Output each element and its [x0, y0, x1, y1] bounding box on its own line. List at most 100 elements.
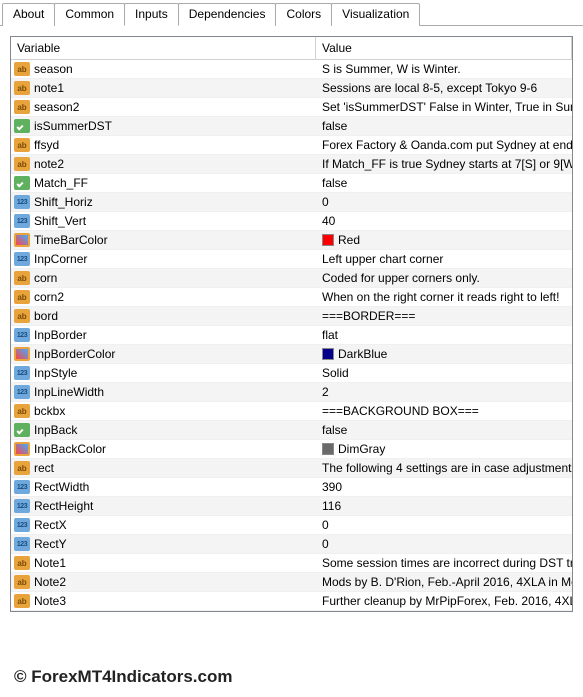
cell-value[interactable]: 390	[316, 480, 572, 494]
cell-variable[interactable]: RectX	[11, 518, 316, 532]
cell-value[interactable]: Coded for upper corners only.	[316, 271, 572, 285]
watermark: © ForexMT4Indicators.com	[14, 667, 232, 687]
cell-value[interactable]: false	[316, 423, 572, 437]
table-row[interactable]: note2If Match_FF is true Sydney starts a…	[11, 155, 572, 174]
cell-value[interactable]: Further cleanup by MrPipForex, Feb. 2016…	[316, 594, 572, 608]
cell-variable[interactable]: TimeBarColor	[11, 233, 316, 247]
cell-value[interactable]: DimGray	[316, 442, 572, 456]
cell-value[interactable]: 0	[316, 537, 572, 551]
cell-value[interactable]: Left upper chart corner	[316, 252, 572, 266]
table-row[interactable]: InpBorderColorDarkBlue	[11, 345, 572, 364]
cell-variable[interactable]: season	[11, 62, 316, 76]
cell-value[interactable]: Sessions are local 8-5, except Tokyo 9-6	[316, 81, 572, 95]
tab-visualization[interactable]: Visualization	[331, 3, 420, 26]
table-row[interactable]: RectHeight116	[11, 497, 572, 516]
tab-colors[interactable]: Colors	[275, 3, 332, 26]
table-row[interactable]: InpStyleSolid	[11, 364, 572, 383]
table-row[interactable]: RectX 0	[11, 516, 572, 535]
cell-variable[interactable]: Shift_Vert	[11, 214, 316, 228]
table-row[interactable]: Shift_Vert40	[11, 212, 572, 231]
table-row[interactable]: seasonS is Summer, W is Winter.	[11, 60, 572, 79]
int-type-icon	[14, 537, 30, 551]
cell-value[interactable]: The following 4 settings are in case adj…	[316, 461, 572, 475]
cell-variable[interactable]: InpCorner	[11, 252, 316, 266]
cell-value[interactable]: 0	[316, 518, 572, 532]
cell-value[interactable]: DarkBlue	[316, 347, 572, 361]
cell-variable[interactable]: isSummerDST	[11, 119, 316, 133]
cell-value[interactable]: Solid	[316, 366, 572, 380]
table-row[interactable]: Note2Mods by B. D'Rion, Feb.-April 2016,…	[11, 573, 572, 592]
cell-value[interactable]: ===BORDER===	[316, 309, 572, 323]
tab-about[interactable]: About	[2, 3, 55, 26]
cell-variable[interactable]: bord	[11, 309, 316, 323]
cell-value[interactable]: ===BACKGROUND BOX===	[316, 404, 572, 418]
cell-variable[interactable]: InpBackColor	[11, 442, 316, 456]
table-row[interactable]: rectThe following 4 settings are in case…	[11, 459, 572, 478]
table-row[interactable]: isSummerDST false	[11, 117, 572, 136]
cell-variable[interactable]: RectY	[11, 537, 316, 551]
table-row[interactable]: InpLineWidth2	[11, 383, 572, 402]
variable-name: RectX	[34, 518, 67, 532]
cell-variable[interactable]: InpLineWidth	[11, 385, 316, 399]
table-row[interactable]: bckbx===BACKGROUND BOX===	[11, 402, 572, 421]
cell-variable[interactable]: corn	[11, 271, 316, 285]
tab-inputs[interactable]: Inputs	[124, 3, 179, 26]
value-text: false	[322, 119, 347, 133]
cell-value[interactable]: Mods by B. D'Rion, Feb.-April 2016, 4XLA…	[316, 575, 572, 589]
cell-variable[interactable]: note1	[11, 81, 316, 95]
table-row[interactable]: corn2When on the right corner it reads r…	[11, 288, 572, 307]
table-row[interactable]: season2Set 'isSummerDST' False in Winter…	[11, 98, 572, 117]
table-row[interactable]: RectY0	[11, 535, 572, 554]
cell-value[interactable]: S is Summer, W is Winter.	[316, 62, 572, 76]
table-row[interactable]: Note1Some session times are incorrect du…	[11, 554, 572, 573]
cell-variable[interactable]: Note2	[11, 575, 316, 589]
cell-variable[interactable]: note2	[11, 157, 316, 171]
cell-variable[interactable]: Match_FF	[11, 176, 316, 190]
header-variable[interactable]: Variable	[11, 37, 316, 59]
cell-value[interactable]: false	[316, 176, 572, 190]
table-row[interactable]: cornCoded for upper corners only.	[11, 269, 572, 288]
tab-dependencies[interactable]: Dependencies	[178, 3, 277, 26]
cell-variable[interactable]: RectHeight	[11, 499, 316, 513]
cell-value[interactable]: When on the right corner it reads right …	[316, 290, 572, 304]
table-row[interactable]: note1Sessions are local 8-5, except Toky…	[11, 79, 572, 98]
table-row[interactable]: InpBorderflat	[11, 326, 572, 345]
cell-variable[interactable]: InpBack	[11, 423, 316, 437]
cell-variable[interactable]: Note3	[11, 594, 316, 608]
table-row[interactable]: ffsydForex Factory & Oanda.com put Sydne…	[11, 136, 572, 155]
cell-value[interactable]: false	[316, 119, 572, 133]
cell-variable[interactable]: InpBorderColor	[11, 347, 316, 361]
cell-value[interactable]: Red	[316, 233, 572, 247]
cell-value[interactable]: 2	[316, 385, 572, 399]
table-row[interactable]: bord===BORDER===	[11, 307, 572, 326]
cell-variable[interactable]: InpBorder	[11, 328, 316, 342]
cell-variable[interactable]: season2	[11, 100, 316, 114]
cell-variable[interactable]: bckbx	[11, 404, 316, 418]
cell-variable[interactable]: rect	[11, 461, 316, 475]
cell-value[interactable]: Forex Factory & Oanda.com put Sydney at …	[316, 138, 572, 152]
cell-variable[interactable]: RectWidth	[11, 480, 316, 494]
table-row[interactable]: Match_FFfalse	[11, 174, 572, 193]
tab-common[interactable]: Common	[54, 3, 125, 26]
table-row[interactable]: Note3Further cleanup by MrPipForex, Feb.…	[11, 592, 572, 611]
cell-value[interactable]: 40	[316, 214, 572, 228]
table-row[interactable]: Shift_Horiz0	[11, 193, 572, 212]
cell-value[interactable]: Set 'isSummerDST' False in Winter, True …	[316, 100, 572, 114]
table-row[interactable]: TimeBarColorRed	[11, 231, 572, 250]
cell-variable[interactable]: corn2	[11, 290, 316, 304]
cell-variable[interactable]: ffsyd	[11, 138, 316, 152]
cell-variable[interactable]: Note1	[11, 556, 316, 570]
cell-variable[interactable]: Shift_Horiz	[11, 195, 316, 209]
cell-value[interactable]: 116	[316, 499, 572, 513]
int-type-icon	[14, 385, 30, 399]
cell-value[interactable]: flat	[316, 328, 572, 342]
table-row[interactable]: InpBackColorDimGray	[11, 440, 572, 459]
cell-value[interactable]: 0	[316, 195, 572, 209]
cell-value[interactable]: Some session times are incorrect during …	[316, 556, 572, 570]
cell-variable[interactable]: InpStyle	[11, 366, 316, 380]
table-row[interactable]: InpBackfalse	[11, 421, 572, 440]
table-row[interactable]: RectWidth390	[11, 478, 572, 497]
table-row[interactable]: InpCornerLeft upper chart corner	[11, 250, 572, 269]
cell-value[interactable]: If Match_FF is true Sydney starts at 7[S…	[316, 157, 572, 171]
header-value[interactable]: Value	[316, 37, 572, 59]
